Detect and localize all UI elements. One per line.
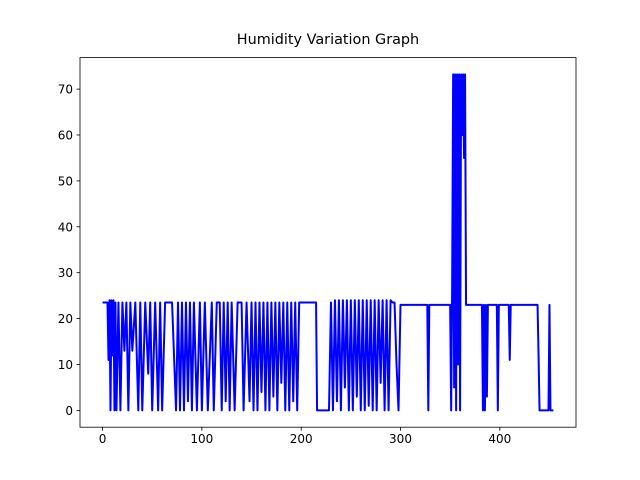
- x-tick-label: 200: [290, 432, 313, 446]
- y-tick-label: 70: [58, 83, 73, 97]
- chart-title: Humidity Variation Graph: [237, 32, 419, 48]
- y-tick-label: 60: [58, 128, 73, 142]
- x-tick-label: 300: [389, 432, 412, 446]
- y-tick-label: 30: [58, 266, 73, 280]
- y-tick-label: 50: [58, 174, 73, 188]
- data-line: [102, 73, 554, 412]
- y-tick-label: 0: [65, 404, 73, 418]
- x-tick-label: 0: [99, 432, 107, 446]
- y-tick-label: 10: [58, 358, 73, 372]
- x-tick-label: 100: [190, 432, 213, 446]
- plot-frame: [79, 57, 577, 428]
- y-tick-label: 20: [58, 312, 73, 326]
- x-tick-label: 400: [488, 432, 511, 446]
- y-tick-label: 40: [58, 220, 73, 234]
